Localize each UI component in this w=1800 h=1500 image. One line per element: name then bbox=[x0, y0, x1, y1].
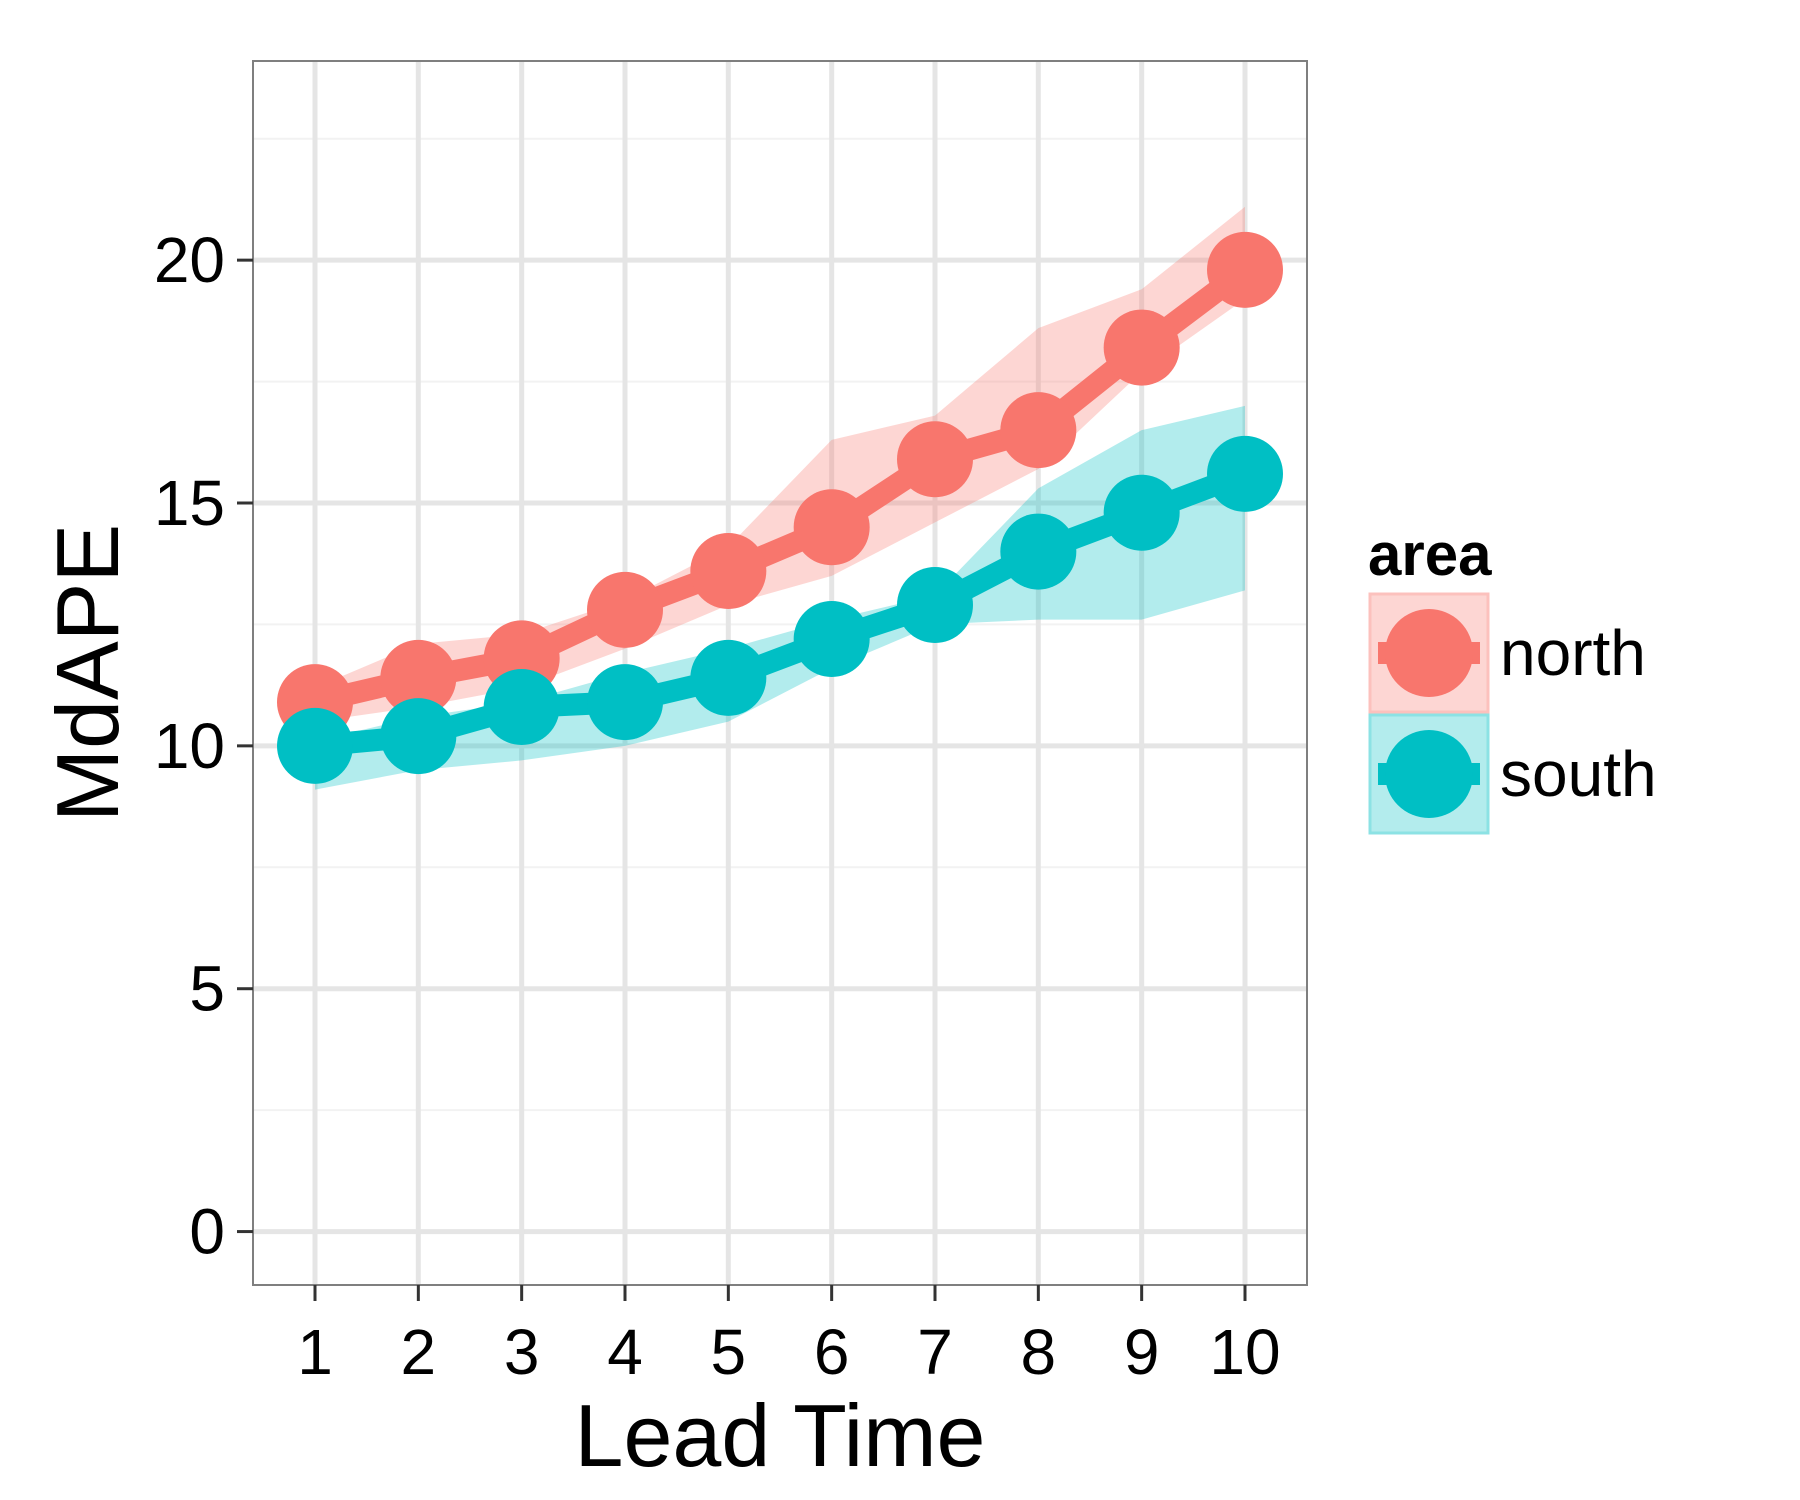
y-axis: 0 5 10 15 20 bbox=[154, 224, 253, 1268]
x-tick-label: 10 bbox=[1209, 1316, 1280, 1388]
y-tick-label: 0 bbox=[189, 1196, 225, 1268]
y-tick-label: 15 bbox=[154, 467, 225, 539]
point-north bbox=[1103, 309, 1180, 386]
y-tick-label: 20 bbox=[154, 224, 225, 296]
series-lines bbox=[304, 258, 1256, 757]
line-north bbox=[304, 258, 1256, 714]
legend-key-point-north bbox=[1385, 609, 1473, 697]
x-tick-label: 1 bbox=[297, 1316, 333, 1388]
legend-label-north: north bbox=[1500, 617, 1646, 689]
y-axis-title: MdAPE bbox=[38, 524, 137, 822]
point-south bbox=[483, 669, 560, 745]
x-tick-label: 9 bbox=[1124, 1316, 1160, 1388]
x-tick-label: 4 bbox=[607, 1316, 643, 1388]
y-tick-label: 5 bbox=[189, 953, 225, 1025]
legend-title: area bbox=[1368, 521, 1492, 588]
point-south bbox=[690, 639, 767, 716]
legend-label-south: south bbox=[1500, 738, 1657, 810]
point-north bbox=[380, 639, 457, 716]
series-points bbox=[277, 231, 1283, 784]
line-south bbox=[304, 462, 1256, 757]
point-south bbox=[793, 601, 870, 677]
x-tick-label: 7 bbox=[917, 1316, 953, 1388]
x-tick-label: 5 bbox=[711, 1316, 747, 1388]
x-tick-label: 8 bbox=[1021, 1316, 1057, 1388]
point-south bbox=[587, 664, 663, 741]
point-north bbox=[1000, 392, 1077, 469]
legend-key-point-south bbox=[1385, 730, 1473, 818]
point-north bbox=[690, 533, 767, 609]
x-tick-label: 2 bbox=[401, 1316, 437, 1388]
point-north bbox=[1207, 231, 1283, 308]
x-tick-label: 6 bbox=[814, 1316, 850, 1388]
x-axis-title: Lead Time bbox=[575, 1386, 986, 1485]
plot-panel bbox=[252, 60, 1308, 1286]
y-tick-label: 10 bbox=[154, 710, 225, 782]
point-south bbox=[1000, 513, 1077, 590]
plot-panel-border bbox=[252, 60, 1308, 1286]
point-north bbox=[793, 489, 870, 566]
legend-keys: north south bbox=[1368, 592, 1657, 835]
point-south bbox=[277, 707, 353, 784]
x-tick-label: 3 bbox=[504, 1316, 540, 1388]
x-axis: 1 2 3 4 5 6 7 8 9 10 bbox=[297, 1285, 1281, 1388]
point-south bbox=[380, 698, 457, 775]
point-north bbox=[897, 421, 973, 498]
point-south bbox=[897, 567, 973, 643]
legend: area north south bbox=[1368, 521, 1657, 835]
point-north bbox=[587, 571, 663, 648]
point-south bbox=[1103, 474, 1180, 551]
point-south bbox=[1207, 435, 1283, 512]
